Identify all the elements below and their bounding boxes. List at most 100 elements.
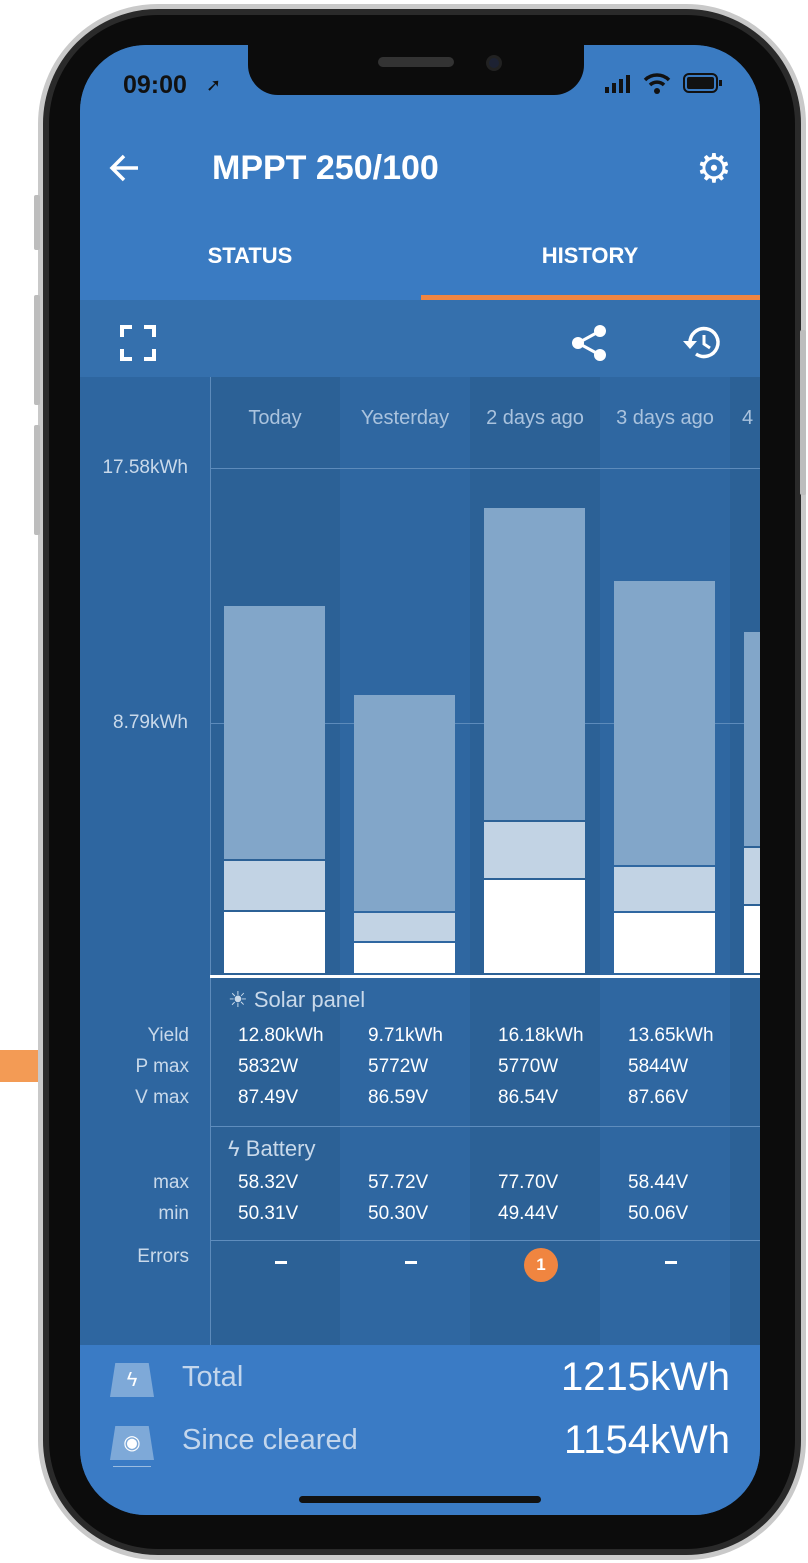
active-tab-indicator: [421, 295, 760, 300]
cell-pmax: 5772W: [368, 1056, 429, 1077]
cell-max: 58.44V: [628, 1172, 689, 1193]
bar-segment[interactable]: [224, 861, 325, 910]
gridline: [210, 468, 760, 469]
cell-min: 50.06V: [628, 1203, 689, 1224]
signal-icon: [605, 75, 633, 98]
no-error-dash: [405, 1261, 417, 1264]
back-arrow-icon: [109, 154, 138, 182]
cell-vmax: 86.59V: [368, 1087, 429, 1108]
bar-segment[interactable]: [224, 911, 325, 973]
cell-vmax: 87.66V: [628, 1087, 689, 1108]
icon-underline: [113, 1466, 151, 1467]
home-indicator[interactable]: [299, 1496, 541, 1503]
total-value: 1215kWh: [561, 1355, 730, 1399]
total-energy-icon: ϟ: [110, 1363, 154, 1397]
history-button[interactable]: [682, 324, 722, 367]
gear-icon: ⚙: [696, 147, 732, 191]
bar-segment[interactable]: [484, 822, 585, 878]
no-error-dash: [665, 1261, 677, 1264]
bar-segment[interactable]: [614, 912, 715, 973]
cell-min: 50.30V: [368, 1203, 429, 1224]
bolt-icon: ϟ: [228, 1136, 240, 1161]
day-label: Today: [248, 407, 302, 429]
section-divider: [210, 1126, 760, 1127]
page-title: MPPT 250/100: [212, 149, 439, 187]
bar-segment[interactable]: [224, 605, 325, 860]
bar-segment[interactable]: [354, 943, 455, 973]
back-button[interactable]: [108, 151, 142, 190]
battery-heading: ϟ Battery: [228, 1136, 315, 1162]
error-count-badge[interactable]: 1: [524, 1248, 558, 1282]
cell-max: 57.72V: [368, 1172, 429, 1193]
row-label-yield: Yield: [147, 1025, 189, 1046]
day-label: 3 days ago: [616, 407, 714, 429]
y-tick-label: 17.58kWh: [102, 457, 188, 478]
bar-segment[interactable]: [354, 694, 455, 911]
totals-panel: ϟ Total 1215kWh ◉ Since cleared 1154kWh: [80, 1345, 760, 1515]
bar-segment[interactable]: [484, 879, 585, 973]
row-label-pmax: P max: [135, 1056, 189, 1077]
cell-min: 49.44V: [498, 1203, 559, 1224]
chart-baseline: [210, 975, 760, 978]
wifi-icon: [643, 72, 671, 99]
row-label-min: min: [158, 1203, 189, 1224]
settings-button[interactable]: ⚙: [696, 149, 732, 189]
since-cleared-label: Since cleared: [182, 1424, 358, 1456]
cell-pmax: 5832W: [238, 1056, 299, 1077]
location-arrow-icon: ➚: [206, 75, 222, 95]
volume-down-button: [34, 425, 40, 535]
solar-panel-title: Solar panel: [253, 987, 366, 1012]
solar-panel-heading: ☀ Solar panel: [228, 987, 365, 1013]
bar-segment[interactable]: [484, 508, 585, 821]
cell-pmax: 5770W: [498, 1056, 559, 1077]
share-icon: [572, 325, 606, 361]
since-cleared-value: 1154kWh: [563, 1418, 730, 1462]
bar-segment[interactable]: [744, 905, 760, 973]
since-cleared-icon: ◉: [110, 1426, 154, 1460]
total-label: Total: [182, 1361, 244, 1393]
cell-max: 58.32V: [238, 1172, 299, 1193]
day-label: 2 days ago: [486, 407, 584, 429]
day-label: 4: [742, 407, 754, 429]
notch: [248, 45, 584, 95]
share-button[interactable]: [570, 324, 608, 367]
history-icon: [683, 326, 720, 359]
cell-yield: 9.71kWh: [368, 1025, 443, 1046]
bar-segment[interactable]: [614, 581, 715, 865]
battery-title: Battery: [245, 1136, 316, 1161]
mute-switch: [34, 195, 40, 250]
cell-vmax: 86.54V: [498, 1087, 559, 1108]
cell-vmax: 87.49V: [238, 1087, 299, 1108]
bar-segment[interactable]: [744, 848, 760, 904]
cell-pmax: 5844W: [628, 1056, 689, 1077]
cell-max: 77.70V: [498, 1172, 559, 1193]
bar-segment[interactable]: [354, 912, 455, 942]
no-error-dash: [275, 1261, 287, 1264]
bar-segment[interactable]: [614, 866, 715, 911]
axis-divider: [210, 377, 211, 1345]
fullscreen-icon: [120, 325, 156, 361]
row-label-vmax: V max: [135, 1087, 189, 1108]
bar-segment[interactable]: [744, 631, 760, 847]
cell-yield: 16.18kWh: [498, 1025, 584, 1046]
power-button: [800, 330, 806, 495]
y-tick-label: 8.79kWh: [113, 712, 188, 733]
fullscreen-button[interactable]: [120, 325, 156, 366]
row-label-errors: Errors: [137, 1246, 189, 1267]
cell-yield: 13.65kWh: [628, 1025, 714, 1046]
app-screen: 09:00 ➚ MPPT 250/100 ⚙ STATUS HISTORY To…: [80, 45, 760, 1515]
history-toolbar: [80, 300, 760, 377]
section-divider: [210, 1240, 760, 1241]
day-column: [210, 377, 340, 1345]
camera: [486, 55, 502, 71]
tab-status[interactable]: STATUS: [207, 243, 293, 268]
battery-icon: [683, 73, 723, 98]
row-label-max: max: [153, 1172, 189, 1193]
cell-yield: 12.80kWh: [238, 1025, 324, 1046]
volume-up-button: [34, 295, 40, 405]
status-time: 09:00: [123, 71, 187, 99]
day-label: Yesterday: [360, 407, 450, 429]
cell-min: 50.31V: [238, 1203, 299, 1224]
tab-history[interactable]: HISTORY: [541, 243, 639, 268]
sun-icon: ☀: [228, 987, 248, 1012]
